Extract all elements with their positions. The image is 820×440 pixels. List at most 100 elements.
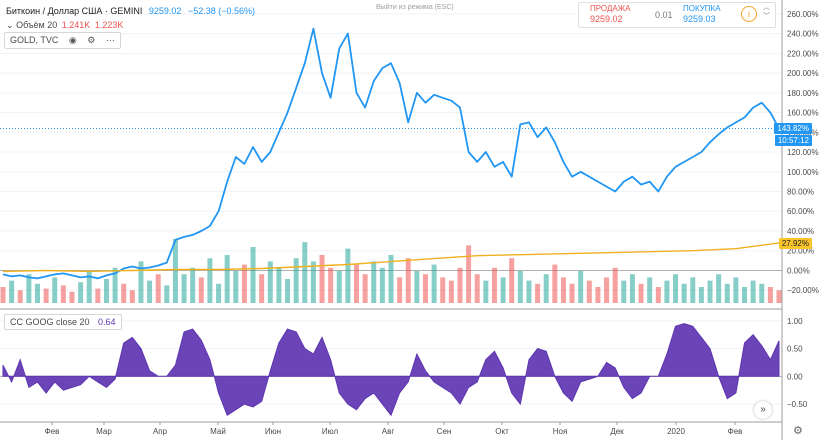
volume-bar [474,274,480,303]
volume-bar [52,277,58,303]
volume-bar [319,255,325,303]
x-tick-label: Дек [610,427,624,436]
volume-bar [483,280,489,303]
volume-bar [759,283,765,303]
y-tick-label: 220.00% [787,49,819,58]
settings-icon[interactable]: ⚙ [87,35,96,45]
volume-bar [276,267,282,303]
volume-bar [103,279,109,303]
correlation-pane [0,320,782,417]
volume-bar [17,290,23,303]
volume-bar [517,271,523,303]
time-axis: Фев Мар Апр Май Июн Июл Авг Сен Окт Ноя Дек 2020 Фев [45,422,742,436]
volume-bar [26,274,32,303]
volume-bar [621,280,627,303]
y-tick-label: 180.00% [787,89,819,98]
volume-bar [293,258,299,303]
indicator-label: CC GOOG close 20 [10,317,90,327]
volume-bar [95,288,101,303]
volume-bar [595,287,601,303]
volume-bar [267,261,273,303]
volume-bar [241,264,247,303]
btc-series-line [2,27,780,280]
volume-bar [422,274,428,303]
x-tick-label: Май [210,427,226,436]
volume-bar [345,248,351,303]
volume-bar [285,279,291,303]
y-tick-label: 120.00% [787,148,819,157]
volume-bar [690,277,696,303]
corr-tick-label: 0.50 [787,345,803,354]
volume-bar [560,277,566,303]
indicator-legend[interactable]: CC GOOG close 20 0.64 [4,314,122,330]
volume-legend[interactable]: ⌄ Объём 20 1.241K 1.223K [6,20,123,31]
volume-bar [147,280,153,303]
volume-bar [535,283,541,303]
x-tick-label: Мар [96,427,112,436]
y-tick-label: 240.00% [787,30,819,39]
volume-bar [155,274,161,303]
compare-legend[interactable]: GOLD, TVC ◉ ⚙ ⋯ [4,32,121,49]
volume-bar [397,277,403,303]
buy-label[interactable]: ПОКУПКА [683,4,721,13]
volume-bar [371,261,377,303]
buy-price[interactable]: 9259.03 [683,14,716,24]
volume-bar [750,280,756,303]
volume-bar [328,267,334,303]
x-tick-label: Авг [382,427,395,436]
more-icon[interactable]: ⋯ [105,35,115,45]
volume-bar [431,264,437,303]
volume-bar [362,274,368,303]
y-tick-label: 80.00% [787,188,814,197]
volume-bar [310,261,316,303]
up-down-icon[interactable]: ︿ ﹀ [763,4,770,20]
volume-bar [707,280,713,303]
volume-bar [405,258,411,303]
x-tick-label: Июл [322,427,339,436]
symbol-title: Биткоин / Доллар США · GEMINI [6,6,143,16]
spread-value: 0.01 [655,10,673,20]
volume-bar [742,287,748,303]
volume-bar [302,242,308,303]
volume-bar [138,261,144,303]
info-icon[interactable]: i [741,6,757,22]
scroll-right-button[interactable]: » [754,401,772,419]
volume-bar [198,277,204,303]
volume-bar [776,290,782,303]
y-tick-label: 40.00% [787,227,814,236]
y-tick-label: 0.00% [787,266,810,275]
volume-bar [259,274,265,303]
correlation-axis: −0.50 0.00 0.50 1.00 [787,317,808,409]
volume-bar [509,258,515,303]
volume-bar [388,255,394,303]
volume-bar [207,258,213,303]
x-tick-label: Окт [495,427,509,436]
symbol-legend[interactable]: Биткоин / Доллар США · GEMINI 9259.02 −5… [6,6,255,16]
sell-label[interactable]: ПРОДАЖА [590,4,631,13]
main-series [2,27,780,280]
volume-bar [354,264,360,303]
volume-bar [655,287,661,303]
volume-value-2: 1.223K [94,20,124,30]
y-tick-label: 60.00% [787,207,814,216]
gold-series-line [2,242,780,273]
volume-bar [457,267,463,303]
gold-percent-label: 27.92% [778,238,812,249]
volume-bar [379,267,385,303]
volume-collapse-icon[interactable]: ⌄ [6,20,14,30]
gear-icon[interactable]: ⚙ [793,425,803,437]
volume-bar [500,277,506,303]
volume-bar [543,274,549,303]
corr-tick-label: 1.00 [787,317,803,326]
countdown-label: 10:57:12 [774,135,812,146]
exit-fullscreen-hint[interactable]: Выйти из режима (ESC) [376,4,454,11]
sell-price[interactable]: 9259.02 [590,14,623,24]
volume-bar [190,267,196,303]
y-tick-label: 260.00% [787,10,819,19]
volume-bar [34,283,40,303]
volume-bar [681,283,687,303]
volume-bar [69,291,75,303]
price-change: −52.38 (−0.56%) [187,6,256,16]
eye-icon[interactable]: ◉ [68,35,77,45]
